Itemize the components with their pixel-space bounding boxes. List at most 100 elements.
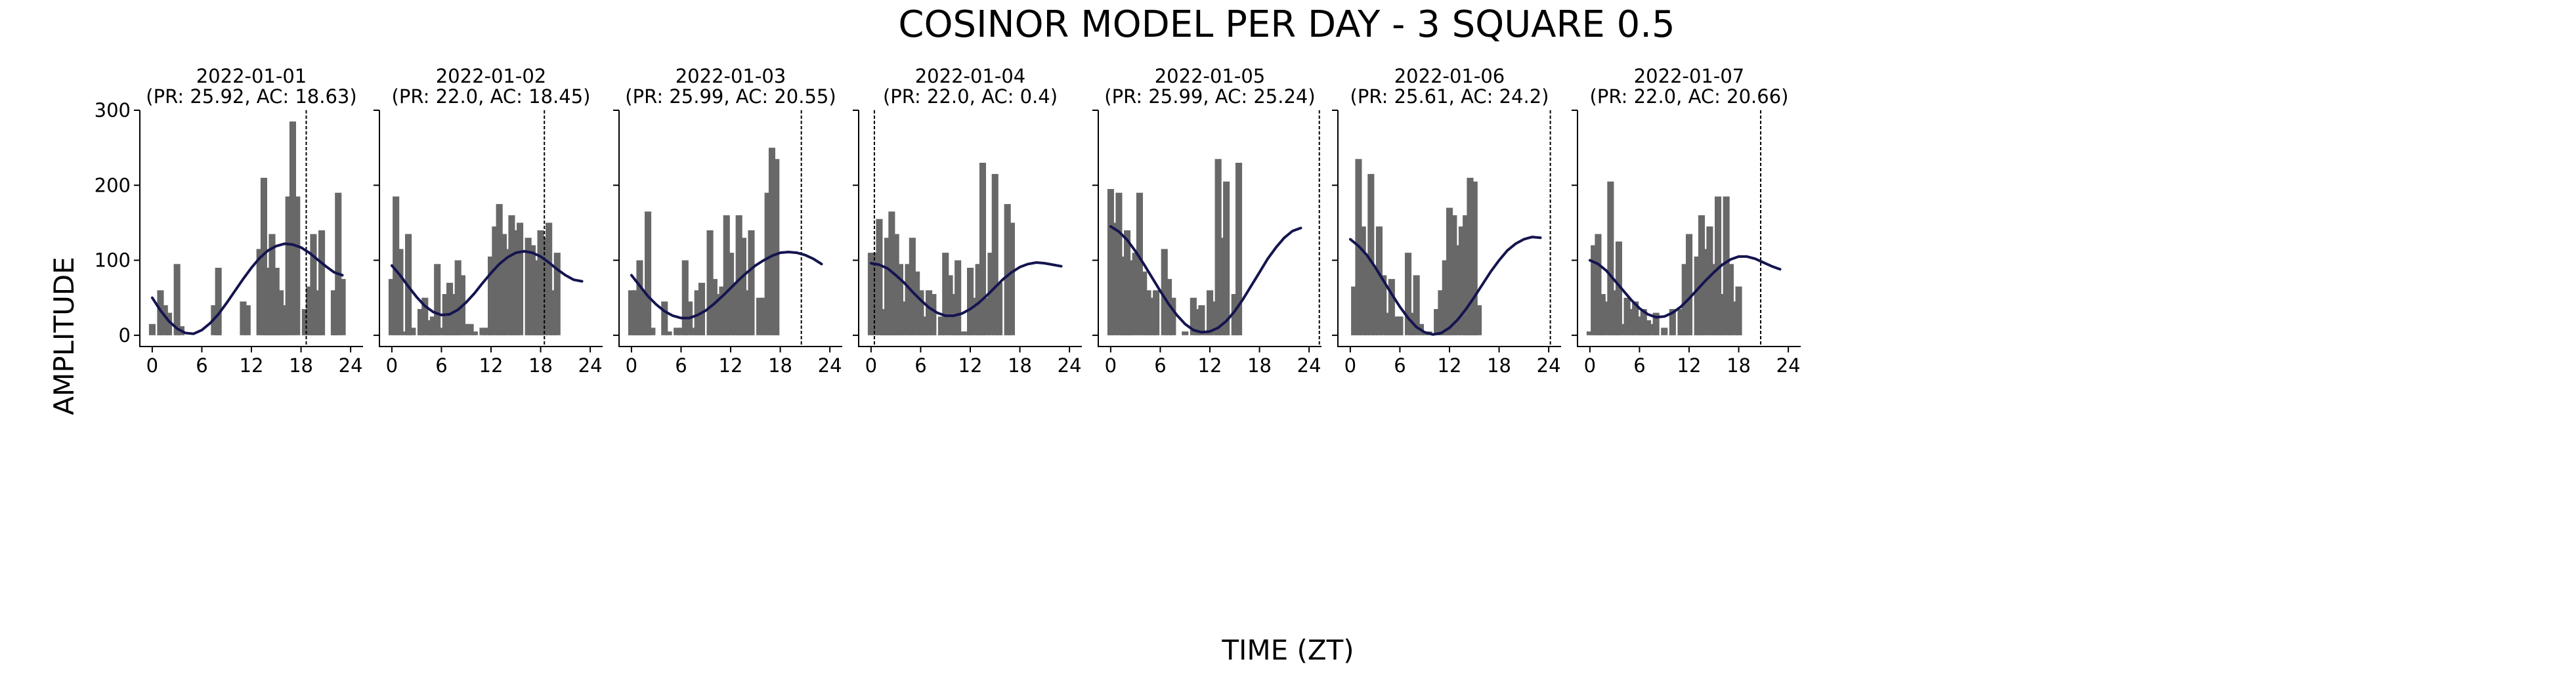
histogram-bar	[496, 203, 503, 335]
histogram-bar	[1475, 305, 1482, 335]
histogram-bar	[1384, 312, 1391, 335]
x-tick-label: 12	[719, 354, 743, 377]
histogram-bar	[926, 290, 933, 335]
subplot-day-7: 2022-01-07(PR: 22.0, AC: 20.66) 0 6 12 18 24	[1572, 65, 1801, 377]
histogram-bar	[1719, 294, 1726, 335]
histogram-bar	[1107, 189, 1114, 335]
histogram-bar	[425, 320, 433, 335]
histogram-bar	[1723, 196, 1730, 335]
subplot-title: 2022-01-06	[1394, 65, 1505, 87]
histogram-bar	[1124, 230, 1131, 335]
histogram-bar	[1367, 174, 1375, 335]
histogram-bar	[1632, 301, 1639, 335]
x-tick-label: 6	[1633, 354, 1645, 377]
histogram-bar	[306, 286, 313, 335]
histogram-bar	[471, 331, 478, 335]
subplot-title: 2022-01-04	[915, 65, 1026, 87]
histogram-bar	[388, 279, 395, 335]
histogram-bar	[1153, 290, 1160, 335]
figure-title: COSINOR MODEL PER DAY - 3 SQUARE 0.5	[898, 3, 1675, 46]
cosinor-curve	[630, 251, 823, 320]
histogram-bar	[512, 230, 519, 335]
histogram-bar	[421, 297, 429, 335]
histogram-bar	[715, 294, 722, 335]
histogram-bar	[1111, 222, 1119, 335]
histogram-bar	[434, 264, 441, 335]
x-tick-label: 24	[578, 354, 603, 377]
histogram-bar	[987, 253, 995, 335]
histogram-bar	[310, 234, 317, 335]
x-tick-label: 6	[435, 354, 447, 377]
cosinor-curve	[1588, 255, 1782, 319]
histogram-bar	[764, 192, 771, 335]
histogram-bar	[409, 327, 416, 335]
histogram-bar	[710, 279, 718, 335]
histogram-bar	[483, 327, 490, 335]
histogram-bar	[450, 294, 458, 335]
histogram-bar	[1611, 290, 1618, 335]
histogram-bar	[1351, 286, 1358, 335]
histogram-bar	[768, 148, 775, 335]
cosinor-curve	[869, 261, 1063, 318]
histogram-bar	[1169, 297, 1176, 335]
histogram-bar	[1715, 196, 1722, 335]
histogram-bar	[896, 264, 903, 335]
histogram-bar	[1458, 226, 1465, 335]
x-tick-label: 0	[626, 354, 637, 377]
histogram-bar	[1686, 234, 1693, 335]
histogram-bar	[1198, 305, 1205, 335]
histogram-bar	[706, 230, 714, 335]
histogram-bar	[285, 196, 292, 335]
histogram-bar	[1652, 312, 1660, 335]
histogram-bar	[1454, 245, 1461, 335]
x-tick-label: 18	[289, 354, 313, 377]
subplot-grid: 2022-01-01(PR: 25.92, AC: 18.63) 0 6 12 18 24…	[95, 65, 1801, 377]
histogram-bar	[909, 238, 916, 335]
histogram-bar	[1681, 264, 1688, 335]
histogram-bar	[1450, 215, 1457, 335]
histogram-bar	[492, 226, 499, 335]
histogram-bar	[690, 327, 697, 335]
histogram-bar	[744, 290, 751, 335]
histogram-bar	[1595, 234, 1602, 335]
x-tick-label: 0	[1344, 354, 1356, 377]
histogram-bar	[1706, 226, 1713, 335]
histogram-bar	[500, 234, 507, 335]
histogram-bar	[417, 308, 424, 335]
histogram-bar	[739, 238, 746, 335]
histogram-bar	[1434, 308, 1441, 335]
histogram-bar	[1591, 245, 1598, 335]
histogram-bar	[1140, 271, 1148, 335]
histogram-bar	[975, 264, 982, 335]
histogram-bar	[240, 301, 247, 335]
x-tick-label: 24	[339, 354, 363, 377]
histogram-bar	[1375, 226, 1383, 335]
subplot-day-4: 2022-01-04(PR: 22.0, AC: 0.4) 0 6 12 18 24	[853, 65, 1082, 377]
histogram-bar	[901, 301, 908, 335]
subplot-title: 2022-01-07	[1634, 65, 1745, 87]
x-tick-label: 12	[479, 354, 504, 377]
histogram-bar	[1004, 203, 1011, 335]
subplot-day-5: 2022-01-05(PR: 25.99, AC: 25.24) 0 6 12 18 24	[1092, 65, 1321, 377]
x-tick-label: 18	[768, 354, 792, 377]
histogram-bar	[1599, 294, 1606, 335]
histogram-bar	[748, 230, 755, 335]
histogram-bar	[917, 290, 924, 335]
histogram-bar	[773, 159, 780, 335]
cosinor-curve	[1109, 225, 1302, 334]
histogram-bar	[546, 222, 553, 335]
histogram-bar	[967, 268, 974, 335]
histogram-bar	[760, 297, 767, 335]
histogram-bar	[517, 222, 524, 335]
histogram-bar	[674, 327, 681, 335]
histogram-bar	[1694, 256, 1701, 335]
histogram-bar	[454, 260, 462, 335]
histogram-bar	[1396, 316, 1404, 335]
x-tick-label: 6	[914, 354, 926, 377]
x-tick-label: 24	[818, 354, 842, 377]
histogram-bar	[1603, 301, 1610, 335]
histogram-bar	[955, 260, 962, 335]
histogram-bar	[640, 290, 647, 335]
histogram-bar	[525, 238, 532, 335]
histogram-bar	[1388, 279, 1395, 335]
